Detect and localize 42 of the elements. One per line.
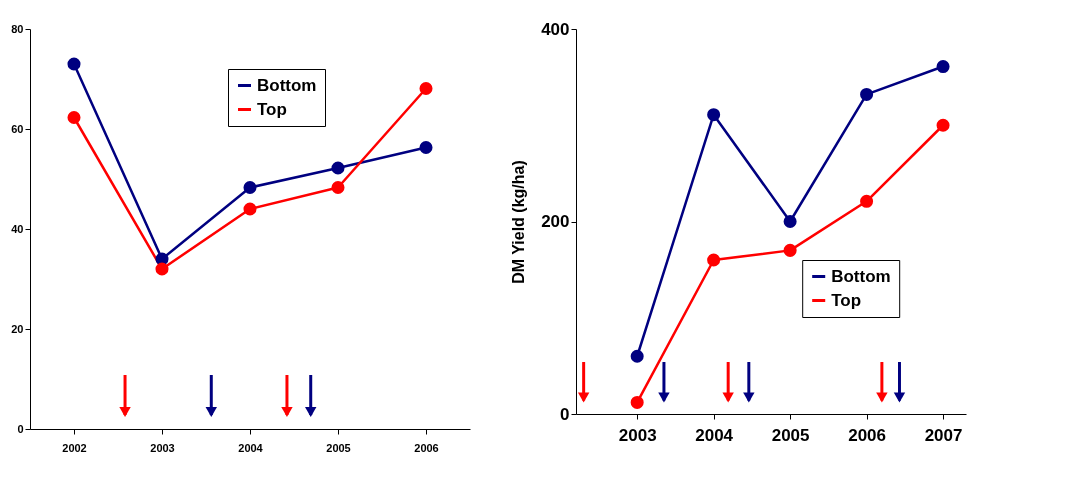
y-tick-label: 0 (560, 404, 570, 424)
point (630, 349, 644, 363)
point (419, 140, 433, 155)
y-tick-label: 80 (11, 22, 24, 35)
point (936, 60, 950, 74)
point (860, 87, 874, 101)
x-tick-label: 2005 (326, 441, 351, 454)
point (67, 57, 81, 71)
point (155, 262, 169, 276)
point (243, 180, 257, 195)
legend-label: Top (831, 290, 862, 310)
point (67, 110, 81, 125)
point (331, 180, 345, 195)
legend-label: Bottom (831, 266, 891, 286)
point (783, 214, 797, 229)
y-tick-label: 0 (17, 422, 24, 435)
point (419, 81, 433, 96)
x-tick-label: 2007 (924, 425, 963, 445)
x-tick-label: 2006 (848, 425, 886, 445)
point (331, 161, 345, 175)
legend-label: Bottom (257, 75, 317, 95)
y-tick-label: 60 (11, 122, 24, 135)
x-tick-label: 2004 (238, 441, 264, 454)
point (707, 253, 721, 267)
point (783, 243, 797, 257)
x-tick-label: 2002 (62, 441, 87, 454)
y-axis-title: DM Yield (kg/ha) (510, 160, 528, 284)
y-tick-label: 400 (541, 19, 570, 39)
x-tick-label: 2003 (618, 425, 657, 445)
x-tick-label: 2005 (771, 425, 810, 445)
point (707, 108, 721, 122)
y-tick-label: 20 (11, 322, 24, 335)
point (243, 202, 257, 216)
point (860, 194, 874, 208)
point (630, 395, 644, 409)
y-tick-label: 40 (11, 222, 24, 235)
point (936, 118, 950, 132)
x-tick-label: 2004 (695, 425, 734, 445)
x-tick-label: 2006 (414, 441, 439, 454)
legend-label: Top (257, 99, 287, 119)
x-tick-label: 2003 (150, 441, 175, 454)
y-tick-label: 200 (541, 212, 570, 231)
